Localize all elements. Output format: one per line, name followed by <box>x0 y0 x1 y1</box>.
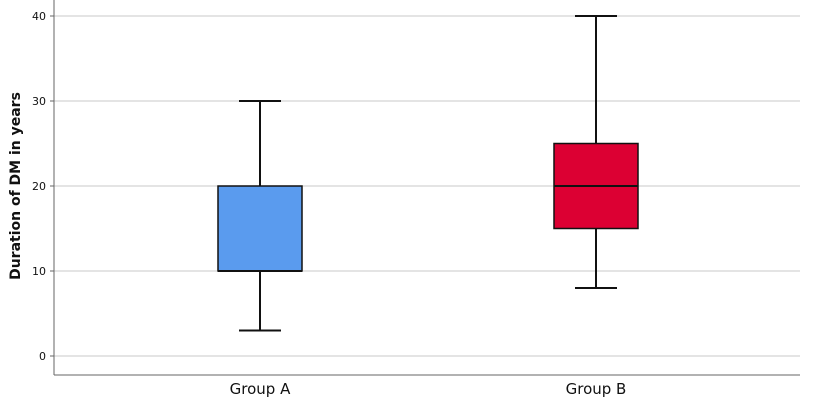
y-axis-title: Duration of DM in years <box>8 92 24 280</box>
gridlines <box>54 15 800 357</box>
category-label: Group A <box>230 380 291 398</box>
iqr-box <box>217 185 303 272</box>
axes <box>53 0 800 376</box>
y-tick-label: 10 <box>32 265 46 278</box>
y-tick-label: 20 <box>32 180 46 193</box>
box-group-a <box>217 100 303 332</box>
y-tick-label: 0 <box>39 350 46 363</box>
box-group-b <box>553 15 639 289</box>
y-tick-label: 30 <box>32 95 46 108</box>
boxes <box>217 15 639 332</box>
y-tick-labels: 0 10 20 30 40 <box>32 10 54 363</box>
category-label: Group B <box>566 380 627 398</box>
category-labels: Group A Group B <box>230 380 627 398</box>
y-tick-label: 40 <box>32 10 46 23</box>
